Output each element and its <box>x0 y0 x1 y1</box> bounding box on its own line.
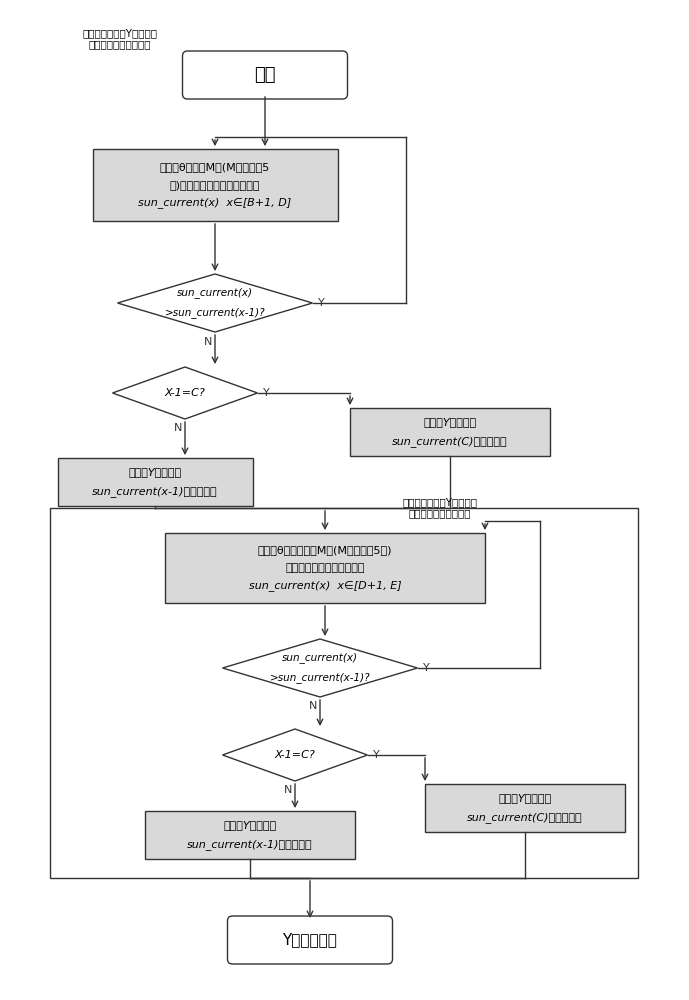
Text: >sun_current(x-1)?: >sun_current(x-1)? <box>165 308 265 318</box>
Text: X-1=C?: X-1=C? <box>165 388 205 398</box>
FancyBboxPatch shape <box>183 51 347 99</box>
Text: 度)时获取当前的太阳翼电流值: 度)时获取当前的太阳翼电流值 <box>169 180 260 190</box>
Text: sun_current(C)对应的位置: sun_current(C)对应的位置 <box>392 437 508 447</box>
Polygon shape <box>118 274 313 332</box>
Text: Y: Y <box>263 388 269 398</box>
Text: sun_current(C)对应的位置: sun_current(C)对应的位置 <box>467 813 583 823</box>
Text: sun_current(x-1)对应的位置: sun_current(x-1)对应的位置 <box>187 840 313 850</box>
Text: 卫星绕Y轴转动到: 卫星绕Y轴转动到 <box>223 820 276 830</box>
Text: sun_current(x)  x∈[B+1, D]: sun_current(x) x∈[B+1, D] <box>138 198 291 208</box>
Text: N: N <box>204 337 212 347</box>
Text: Y轴搜索结束: Y轴搜索结束 <box>282 932 338 948</box>
Bar <box>50 508 638 878</box>
Text: Y: Y <box>373 750 379 760</box>
Polygon shape <box>112 367 258 419</box>
Text: 卫星绕Y轴转动到: 卫星绕Y轴转动到 <box>128 467 182 477</box>
Text: sun_current(x-1)对应的位置: sun_current(x-1)对应的位置 <box>92 487 218 497</box>
Text: sun_current(x): sun_current(x) <box>177 288 253 298</box>
Text: N: N <box>284 785 292 795</box>
Text: N: N <box>309 701 317 711</box>
Polygon shape <box>223 639 418 697</box>
Text: 时获取当前的太阳翼电流值: 时获取当前的太阳翼电流值 <box>285 563 364 573</box>
Text: 开始: 开始 <box>254 66 276 84</box>
Text: 卫星再绕星体的Y轴反向转
动，进行快速太阳搜索: 卫星再绕星体的Y轴反向转 动，进行快速太阳搜索 <box>402 497 477 519</box>
Text: 俯仰角θ每增加M度(M可设置为5: 俯仰角θ每增加M度(M可设置为5 <box>160 162 270 172</box>
Bar <box>92 149 338 221</box>
FancyBboxPatch shape <box>227 916 393 964</box>
Text: N: N <box>174 423 182 433</box>
Text: Y: Y <box>318 298 325 308</box>
Text: >sun_current(x-1)?: >sun_current(x-1)? <box>269 673 370 683</box>
Text: X-1=C?: X-1=C? <box>275 750 316 760</box>
Text: 俯仰角θ负向每增加M度(M可设置为5度): 俯仰角θ负向每增加M度(M可设置为5度) <box>258 545 392 555</box>
Text: 卫星绕Y轴转动到: 卫星绕Y轴转动到 <box>424 417 477 427</box>
Text: 卫星先绕星体的Y轴正向转
动，进行快速太阳搜索: 卫星先绕星体的Y轴正向转 动，进行快速太阳搜索 <box>83 28 158 50</box>
Text: sun_current(x)  x∈[D+1, E]: sun_current(x) x∈[D+1, E] <box>249 581 401 591</box>
Bar <box>350 408 550 456</box>
Bar <box>425 784 625 832</box>
Text: sun_current(x): sun_current(x) <box>282 653 358 663</box>
Polygon shape <box>223 729 367 781</box>
Bar <box>165 533 485 603</box>
Bar <box>57 458 252 506</box>
Text: 卫星绕Y轴转动到: 卫星绕Y轴转动到 <box>498 793 552 803</box>
Bar <box>145 811 355 859</box>
Text: Y: Y <box>422 663 429 673</box>
